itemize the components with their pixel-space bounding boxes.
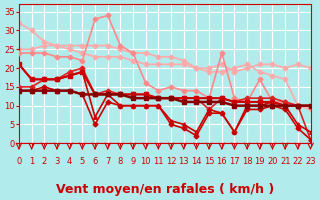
X-axis label: Vent moyen/en rafales ( km/h ): Vent moyen/en rafales ( km/h ) [56,183,274,196]
